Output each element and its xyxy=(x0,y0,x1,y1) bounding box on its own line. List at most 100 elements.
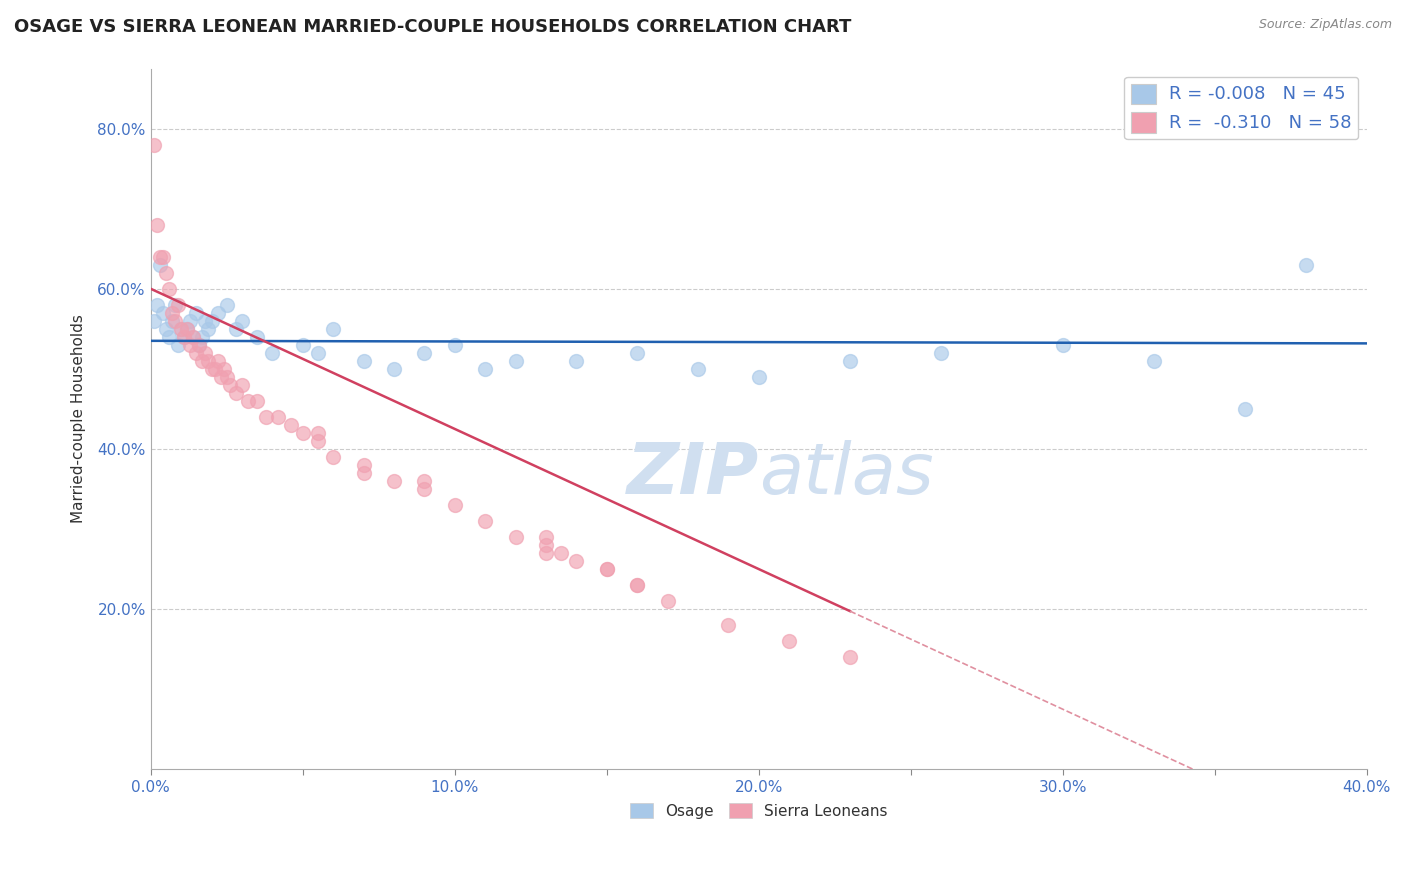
Point xyxy=(209,369,232,384)
Point xyxy=(179,314,201,328)
Point xyxy=(1295,258,1317,272)
Point xyxy=(197,354,219,368)
Point xyxy=(291,338,314,352)
Point xyxy=(149,258,172,272)
Point xyxy=(443,338,465,352)
Point xyxy=(181,330,204,344)
Point xyxy=(322,322,344,336)
Point xyxy=(200,362,222,376)
Point xyxy=(1143,354,1166,368)
Point xyxy=(146,298,169,312)
Point xyxy=(443,498,465,512)
Point xyxy=(505,354,527,368)
Point xyxy=(413,474,436,488)
Point xyxy=(839,650,862,665)
Point xyxy=(152,250,174,264)
Point xyxy=(207,354,229,368)
Point xyxy=(152,306,174,320)
Point xyxy=(155,266,177,280)
Point xyxy=(157,282,180,296)
Point xyxy=(280,417,302,432)
Point xyxy=(505,530,527,544)
Text: OSAGE VS SIERRA LEONEAN MARRIED-COUPLE HOUSEHOLDS CORRELATION CHART: OSAGE VS SIERRA LEONEAN MARRIED-COUPLE H… xyxy=(14,18,852,36)
Point xyxy=(929,346,952,360)
Point xyxy=(550,546,572,560)
Point xyxy=(382,362,405,376)
Point xyxy=(236,393,259,408)
Point xyxy=(413,346,436,360)
Point xyxy=(218,377,240,392)
Point xyxy=(307,434,329,448)
Point xyxy=(534,538,557,552)
Point xyxy=(246,330,269,344)
Point xyxy=(353,354,375,368)
Point xyxy=(565,354,588,368)
Point xyxy=(565,554,588,568)
Point xyxy=(225,385,247,400)
Point xyxy=(534,530,557,544)
Point xyxy=(194,314,217,328)
Point xyxy=(626,578,648,592)
Point xyxy=(353,458,375,472)
Y-axis label: Married-couple Households: Married-couple Households xyxy=(72,315,86,524)
Point xyxy=(778,634,800,648)
Point xyxy=(231,377,253,392)
Point xyxy=(176,322,198,336)
Point xyxy=(322,450,344,464)
Point xyxy=(1234,401,1257,416)
Point xyxy=(191,354,214,368)
Point xyxy=(191,330,214,344)
Point xyxy=(167,298,190,312)
Text: ZIP: ZIP xyxy=(627,441,759,509)
Point xyxy=(200,314,222,328)
Point xyxy=(188,338,211,352)
Point xyxy=(146,218,169,232)
Point xyxy=(839,354,862,368)
Point xyxy=(186,346,208,360)
Point xyxy=(204,362,226,376)
Point xyxy=(170,322,193,336)
Point xyxy=(626,578,648,592)
Point xyxy=(657,594,679,608)
Point xyxy=(142,137,165,152)
Point xyxy=(160,306,183,320)
Point xyxy=(748,369,770,384)
Point xyxy=(353,466,375,480)
Point xyxy=(246,393,269,408)
Text: Source: ZipAtlas.com: Source: ZipAtlas.com xyxy=(1258,18,1392,31)
Point xyxy=(197,322,219,336)
Point xyxy=(173,330,195,344)
Point xyxy=(167,338,190,352)
Point xyxy=(291,425,314,440)
Point xyxy=(149,250,172,264)
Point xyxy=(717,618,740,632)
Point xyxy=(176,322,198,336)
Point xyxy=(267,409,290,424)
Point xyxy=(215,369,238,384)
Point xyxy=(262,346,284,360)
Point xyxy=(626,346,648,360)
Point xyxy=(307,425,329,440)
Point xyxy=(181,330,204,344)
Text: atlas: atlas xyxy=(759,441,934,509)
Point xyxy=(160,314,183,328)
Point xyxy=(254,409,277,424)
Point xyxy=(231,314,253,328)
Point xyxy=(1052,338,1074,352)
Legend: Osage, Sierra Leoneans: Osage, Sierra Leoneans xyxy=(624,797,894,825)
Point xyxy=(157,330,180,344)
Point xyxy=(534,546,557,560)
Point xyxy=(596,562,619,576)
Point xyxy=(225,322,247,336)
Point xyxy=(207,306,229,320)
Point xyxy=(188,338,211,352)
Point xyxy=(212,362,235,376)
Point xyxy=(307,346,329,360)
Point xyxy=(474,514,496,528)
Point xyxy=(173,330,195,344)
Point xyxy=(142,314,165,328)
Point xyxy=(163,298,186,312)
Point xyxy=(186,306,208,320)
Point xyxy=(413,482,436,496)
Point xyxy=(163,314,186,328)
